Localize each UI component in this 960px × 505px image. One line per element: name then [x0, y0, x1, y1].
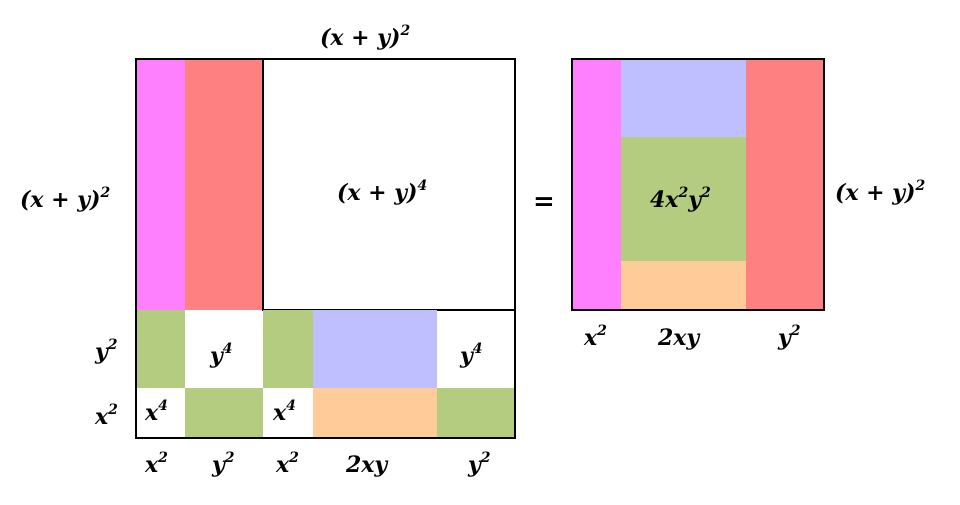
- cell-green: [185, 388, 263, 438]
- right-side-label: (x + y)2: [835, 178, 925, 206]
- cell-green: [136, 310, 185, 388]
- col-label: 2xy: [345, 452, 389, 478]
- row-label-x2: x2: [94, 402, 118, 430]
- green-block: [621, 137, 746, 261]
- cell-label-y4: y4: [209, 341, 233, 369]
- right-square: [571, 58, 825, 311]
- col-label: x2: [144, 450, 168, 478]
- left-square: [135, 58, 516, 439]
- left-center-label: (x + y)4: [337, 178, 427, 206]
- big-white-square: [262, 58, 516, 311]
- red-strip: [746, 59, 824, 310]
- col-label: 2xy: [657, 325, 701, 351]
- cell-label-x4: x4: [272, 398, 296, 426]
- magenta-strip: [572, 59, 621, 310]
- col-label: y2: [467, 450, 491, 478]
- col-label: y2: [777, 323, 801, 351]
- red-strip: [185, 59, 263, 310]
- cell-label-x4: x4: [144, 398, 168, 426]
- cell-green: [437, 388, 515, 438]
- col-label: y2: [211, 450, 235, 478]
- col-label: x2: [275, 450, 299, 478]
- cell-blue: [313, 310, 437, 388]
- right-center-label: 4x2y2: [650, 185, 711, 213]
- left-side-label: (x + y)2: [20, 185, 110, 213]
- blue-block: [621, 59, 746, 137]
- left-outline: [135, 58, 516, 439]
- row-label-y2: y2: [94, 337, 118, 365]
- equals-sign: =: [533, 187, 555, 217]
- orange-block: [621, 261, 746, 310]
- cell-orange: [313, 388, 437, 438]
- col-label: x2: [583, 323, 607, 351]
- right-outline: [571, 58, 825, 311]
- magenta-strip: [136, 59, 185, 310]
- cell-green: [263, 310, 313, 388]
- left-top-label: (x + y)2: [320, 23, 410, 51]
- cell-label-y4: y4: [459, 341, 483, 369]
